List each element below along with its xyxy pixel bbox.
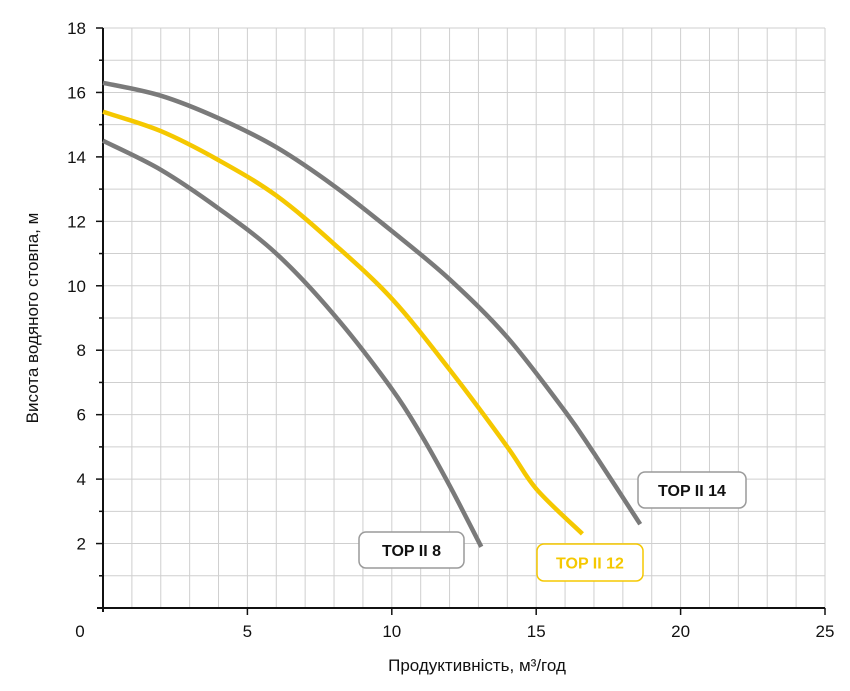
x-tick-label: 15: [527, 622, 546, 641]
y-tick-label: 12: [67, 212, 86, 231]
series-label-text: TOP II 8: [382, 543, 441, 560]
series-label-text: TOP II 14: [658, 483, 726, 500]
series-line-top-ii-14: [102, 80, 643, 526]
y-tick-label: 18: [67, 19, 86, 38]
series-label-box: [536, 543, 644, 582]
y-tick-label: 8: [77, 341, 86, 360]
y-tick-label: 16: [67, 83, 86, 102]
x-tick-label: 5: [243, 622, 252, 641]
y-tick-label: 14: [67, 148, 86, 167]
curve-labels: TOP II 8 TOP II 12 TOP II 14: [358, 471, 747, 582]
series-label-box: [637, 471, 747, 509]
axes: [96, 27, 826, 615]
y-tick-label: 10: [67, 277, 86, 296]
grid: [103, 27, 826, 608]
x-tick-label: 10: [382, 622, 401, 641]
x-axis-title: Продуктивність, м³/год: [388, 656, 566, 675]
curves: [101, 80, 643, 548]
y-tick-label: 6: [77, 406, 86, 425]
y-axis-title: Висота водяного стовпа, м: [23, 213, 42, 424]
y-tick-label: 4: [77, 470, 86, 489]
series-label-box: [358, 531, 465, 569]
series-line-top-ii-12: [102, 109, 584, 536]
x-tick-label: 0: [75, 622, 84, 641]
y-tick-label: 2: [77, 535, 86, 554]
x-tick-label: 25: [816, 622, 835, 641]
tick-labels: 2 4 6 8 10 12 14 16 18 0 5 10 15 20 25: [67, 19, 834, 641]
series-label-top-ii-8: TOP II 8: [358, 531, 465, 569]
series-line-top-ii-8: [101, 138, 484, 548]
series-label-top-ii-12: TOP II 12: [536, 543, 644, 582]
series-label-text: TOP II 12: [556, 556, 624, 573]
series-label-top-ii-14: TOP II 14: [637, 471, 747, 509]
x-tick-label: 20: [671, 622, 690, 641]
